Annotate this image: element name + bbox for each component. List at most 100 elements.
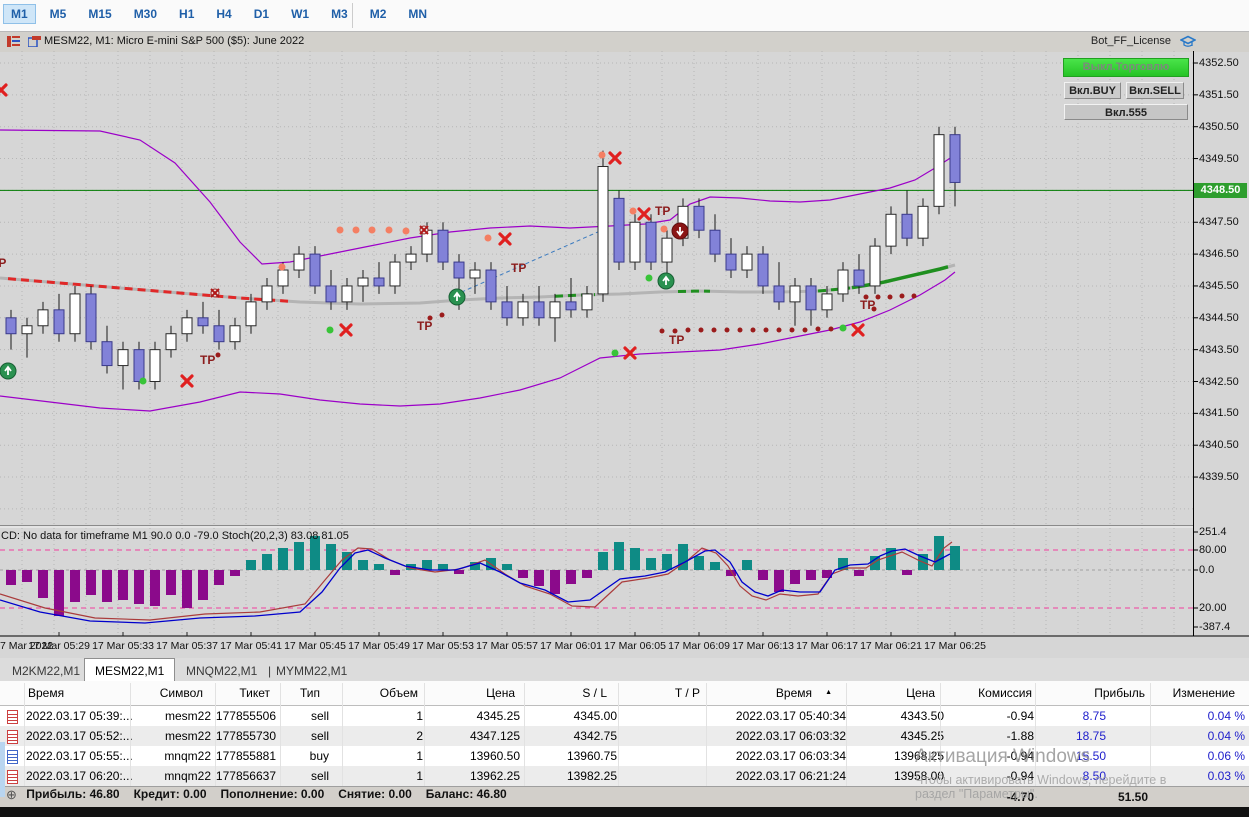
column-header-11[interactable]: Прибыль	[1094, 686, 1145, 700]
histogram-bar	[374, 564, 384, 570]
cell-price: 13962.25	[469, 769, 520, 783]
time-axis-label: 17 Mar 05:53	[412, 640, 474, 652]
timeframe-w1[interactable]: W1	[291, 7, 310, 21]
table-row[interactable]: 2022.03.17 05:55:... mnqm22 177855881 buy 1 1…	[0, 746, 1249, 766]
enable-555-button[interactable]: Вкл.555	[1064, 104, 1188, 120]
column-header-7[interactable]: T / P	[674, 686, 700, 700]
column-header-2[interactable]: Тикет	[239, 686, 270, 700]
column-header-12[interactable]: Изменение	[1172, 686, 1235, 700]
candle-body	[565, 301, 577, 311]
candle-body	[485, 269, 497, 303]
indicator-axis-label: 20.00	[1199, 602, 1227, 614]
signal-dot-salmon	[660, 225, 668, 233]
tab-mymm22-m1[interactable]: MYMM22,M1	[276, 664, 348, 678]
tp-label: TP	[200, 353, 215, 367]
cell-type: sell	[310, 769, 329, 783]
signal-dot-green	[611, 349, 619, 357]
timeframe-m1[interactable]: M1	[3, 4, 36, 24]
candle-body	[725, 253, 737, 271]
signal-dot-darkred	[711, 327, 717, 333]
candle-body	[229, 325, 241, 343]
cell-sl: 13960.75	[566, 749, 617, 763]
histogram-bar	[550, 570, 560, 594]
tp-label: TP	[0, 256, 6, 270]
column-header-0[interactable]: Время	[28, 686, 65, 700]
price-chart-canvas[interactable]: TP TP TP TP TP TP TP	[0, 51, 1249, 640]
crossed-circle-x-icon	[419, 225, 429, 235]
enable-buy-button[interactable]: Вкл.BUY	[1064, 82, 1121, 99]
timeframe-h4[interactable]: H4	[216, 7, 232, 21]
bottom-edge-bar	[0, 807, 1249, 817]
time-axis[interactable]: 7 Mar 2022 17 Mar 05:29 17 Mar 05:33 17 Mar…	[0, 637, 1249, 657]
column-header-3[interactable]: Тип	[299, 686, 320, 700]
timeframe-d1[interactable]: D1	[253, 7, 270, 21]
timeframe-m30[interactable]: M30	[133, 7, 158, 21]
candle-body	[21, 325, 33, 335]
histogram-bar	[678, 544, 688, 570]
cell-profit: 8.75	[1082, 709, 1106, 723]
signal-dot-salmon	[352, 226, 360, 234]
timeframe-m5[interactable]: M5	[49, 7, 67, 21]
timeframe-h1[interactable]: H1	[179, 7, 195, 21]
indicator-axis-label: 80.00	[1199, 544, 1227, 556]
tab-mnqm22-m1[interactable]: MNQM22,M1	[186, 664, 258, 678]
signal-dot-darkred	[802, 327, 808, 333]
chart-window-icon[interactable]	[28, 36, 41, 47]
candle-body	[629, 221, 641, 263]
candle-body	[533, 301, 545, 319]
indicator-status-label: CD: No data for timeframe M1 90.0 0.0 -7…	[1, 530, 349, 542]
column-header-4[interactable]: Объем	[379, 686, 418, 700]
histogram-bar	[198, 570, 208, 600]
column-header-9[interactable]: Цена	[906, 686, 935, 700]
history-table: Время Символ Тикет Тип Объем Цена S / L T / P Вр…	[0, 681, 1249, 786]
timeframe-m2[interactable]: M2	[369, 7, 387, 21]
timeframe-m3[interactable]: M3	[331, 7, 348, 21]
column-header-6[interactable]: S / L	[582, 686, 607, 700]
column-header-10[interactable]: Комиссия	[978, 686, 1032, 700]
cell-symbol: mesm22	[164, 729, 211, 743]
candle-body	[453, 261, 465, 279]
graduation-cap-icon[interactable]	[1180, 35, 1196, 47]
timeframe-mn[interactable]: MN	[408, 7, 428, 21]
plus-circle-icon[interactable]: ⊕	[6, 787, 17, 802]
column-header-8[interactable]: Время	[775, 686, 812, 700]
toolbar-separator	[352, 3, 353, 28]
cell-volume: 1	[416, 749, 423, 763]
candle-body	[613, 197, 625, 263]
timeframe-m15[interactable]: M15	[88, 7, 112, 21]
sell-order-icon	[7, 710, 18, 724]
quotes-list-icon[interactable]	[7, 36, 20, 47]
signal-dot-darkred	[871, 306, 877, 312]
cell-commission: -0.94	[1006, 749, 1034, 763]
price-axis-label: 4341.50	[1199, 407, 1239, 420]
candle-body	[773, 285, 785, 303]
table-row[interactable]: 2022.03.17 05:52:... mesm22 177855730 sell 2…	[0, 726, 1249, 746]
close-signal-x-icon	[623, 346, 637, 360]
ma-signal-segment	[851, 265, 949, 290]
histogram-bar	[614, 542, 624, 570]
table-row[interactable]: 2022.03.17 05:39:... mesm22 177855506 sell 1…	[0, 706, 1249, 726]
column-header-1[interactable]: Символ	[159, 686, 203, 700]
enable-sell-button[interactable]: Вкл.SELL	[1126, 82, 1184, 99]
cell-commission: -0.94	[1006, 709, 1034, 723]
tab-m2km22-m1[interactable]: M2KM22,M1	[12, 664, 81, 678]
candle-body	[309, 253, 321, 287]
tab-mesm22-m1[interactable]: MESM22,M1	[84, 658, 176, 681]
candle-body	[869, 245, 881, 287]
history-table-header[interactable]: Время Символ Тикет Тип Объем Цена S / L T / P Вр…	[0, 681, 1249, 706]
histogram-bar	[134, 570, 144, 604]
disable-trading-button[interactable]: Выкл.Торговлю	[1063, 58, 1189, 77]
column-divider	[940, 683, 941, 786]
cell-commission: -0.94	[1006, 769, 1034, 783]
table-row[interactable]: 2022.03.17 06:20:... mnqm22 177856637 sell 1…	[0, 766, 1249, 786]
time-axis-label: 17 Mar 06:25	[924, 640, 986, 652]
candle-body	[117, 349, 129, 367]
total-commission: -4.70	[1006, 790, 1034, 804]
column-header-5[interactable]: Цена	[486, 686, 515, 700]
candle-body	[661, 237, 673, 263]
histogram-bar	[118, 570, 128, 600]
signal-dot-darkred	[439, 312, 445, 318]
histogram-bar	[38, 570, 48, 598]
table-scrollbar[interactable]	[0, 742, 5, 797]
price-axis-label: 4342.50	[1199, 375, 1239, 388]
